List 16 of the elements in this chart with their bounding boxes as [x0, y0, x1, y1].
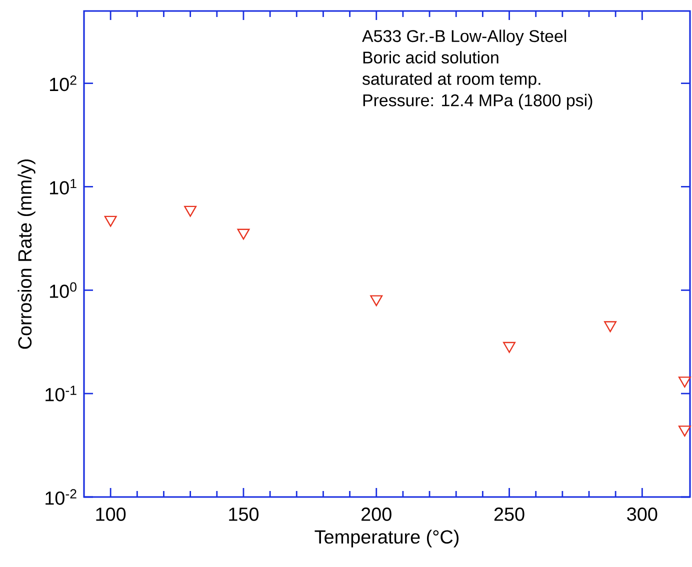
x-tick-label: 250 — [494, 508, 524, 521]
x-tick-label: 150 — [229, 508, 259, 521]
y-tick-label: 10$^{2}$ — [50, 75, 76, 92]
y-tick-label: 10$^{1}$ — [50, 178, 76, 194]
x-tick-label: 300 — [627, 508, 658, 521]
y-tick-label: 10$^{-1}$ — [46, 386, 76, 402]
annotation: A533 Gr.-B Low-Alloy Steel — [362, 30, 566, 46]
annotation: Pressure: 12.4 MPa (1800 psi) — [363, 94, 592, 110]
y-tick-label: 10$^{-2}$ — [46, 489, 76, 505]
y-tick-label: 10$^{0}$ — [50, 282, 76, 298]
annotation: Boric acid solution — [363, 51, 498, 64]
x-tick-label: 100 — [96, 508, 126, 521]
annotation: saturated at room temp. — [362, 72, 540, 88]
x-axis-title: Temperature (°C) — [314, 530, 458, 548]
x-tick-label: 200 — [362, 508, 392, 521]
y-axis-title: Corrosion Rate (mm/y) — [18, 160, 36, 349]
